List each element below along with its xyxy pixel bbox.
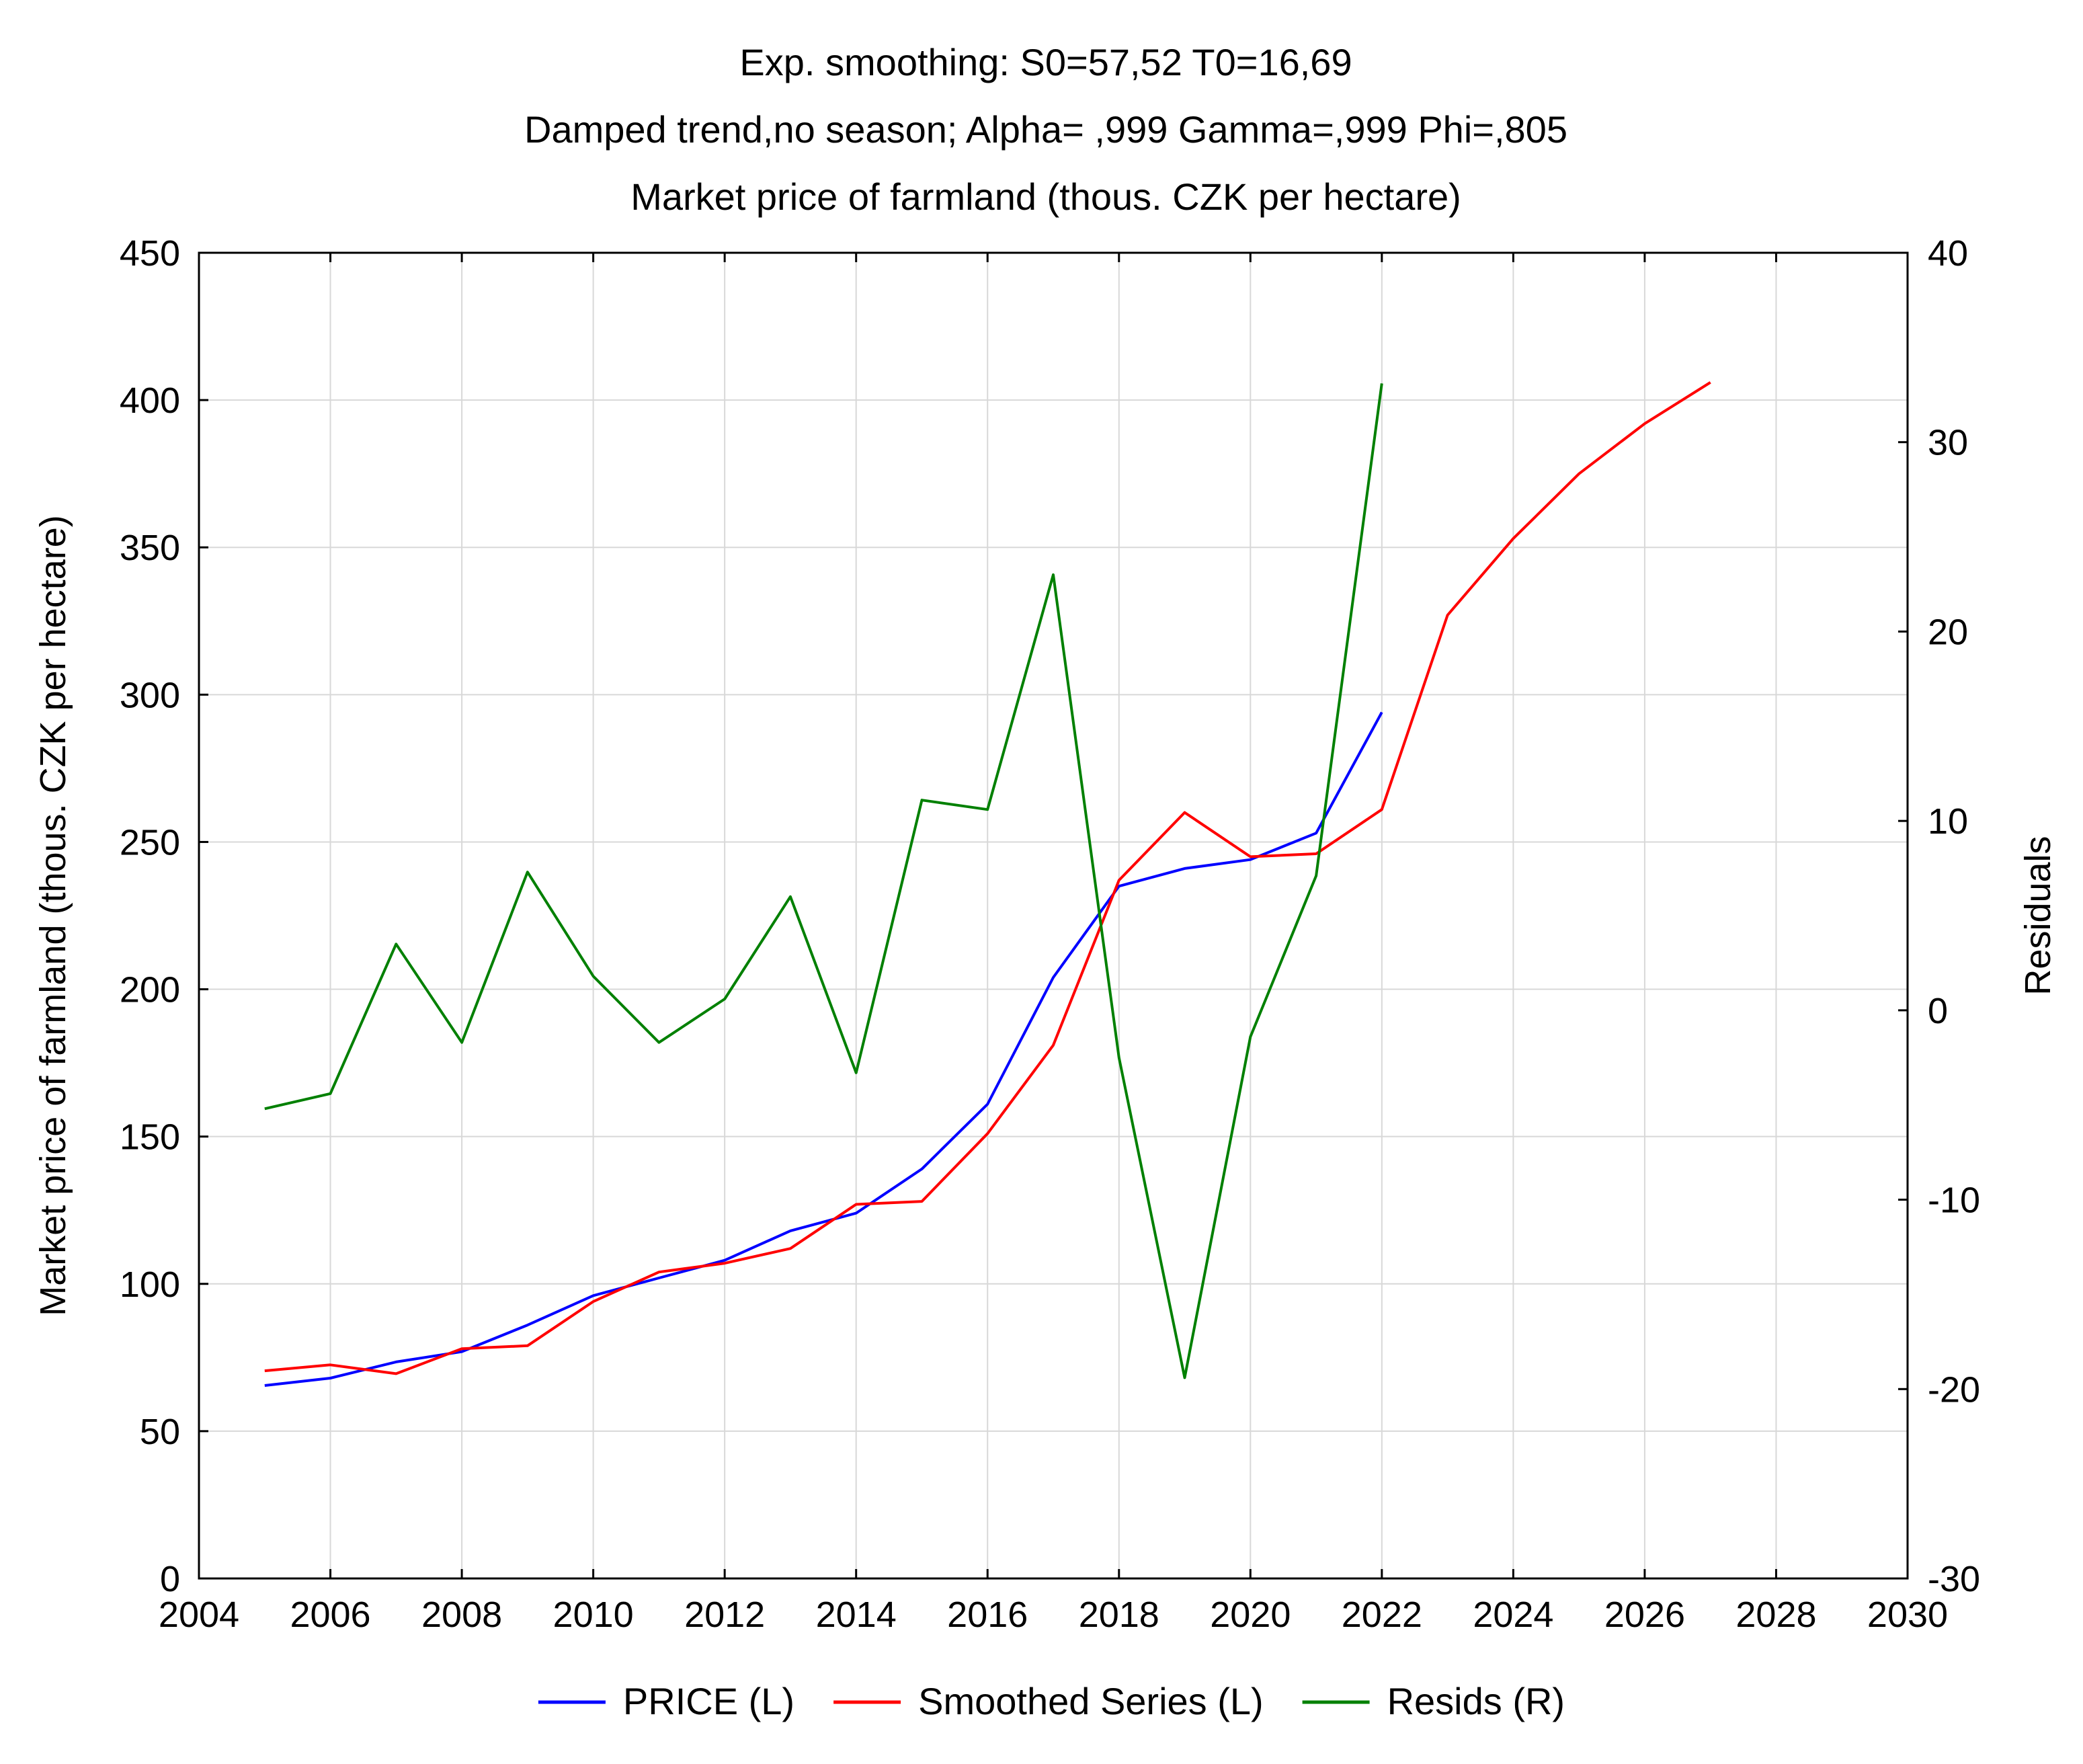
x-tick-label: 2026 <box>1604 1595 1685 1635</box>
y-left-tick-label: 300 <box>120 675 180 715</box>
legend-label: PRICE (L) <box>623 1680 794 1722</box>
title-line-3: Market price of farmland (thous. CZK per… <box>630 175 1461 218</box>
series-line-resids-r <box>264 383 1383 1379</box>
y-right-tick-label: 0 <box>1928 991 1948 1031</box>
legend: PRICE (L) Smoothed Series (L) Resids (R) <box>538 1680 1565 1722</box>
y-axis-left-label: Market price of farmland (thous. CZK per… <box>33 515 73 1316</box>
y-left-tick-label: 50 <box>140 1412 180 1452</box>
chart-title: Exp. smoothing: S0=57,52 T0=16,69 Damped… <box>524 41 1567 218</box>
title-line-2: Damped trend,no season; Alpha= ,999 Gamm… <box>524 108 1567 151</box>
x-tick-label: 2012 <box>684 1595 765 1635</box>
grid-lines <box>198 252 1908 1579</box>
y-left-tick-label: 0 <box>160 1559 180 1599</box>
y-left-tick-label: 350 <box>120 528 180 568</box>
legend-item: PRICE (L) <box>538 1680 794 1722</box>
axis-ticks <box>198 251 1909 1580</box>
x-tick-label: 2018 <box>1079 1595 1159 1635</box>
y-left-tick-label: 250 <box>120 822 180 863</box>
y-right-tick-label: 20 <box>1928 612 1968 652</box>
x-tick-label: 2016 <box>947 1595 1028 1635</box>
x-tick-label: 2010 <box>553 1595 634 1635</box>
title-line-1: Exp. smoothing: S0=57,52 T0=16,69 <box>739 41 1352 83</box>
legend-label: Smoothed Series (L) <box>918 1680 1264 1722</box>
series-lines <box>264 381 1711 1387</box>
y-left-tick-label: 100 <box>120 1265 180 1305</box>
series-line-price-l <box>264 711 1383 1387</box>
x-tick-label: 2008 <box>421 1595 502 1635</box>
x-tick-label: 2028 <box>1735 1595 1816 1635</box>
y-right-tick-label: 10 <box>1928 801 1968 842</box>
x-tick-label: 2022 <box>1342 1595 1422 1635</box>
x-tick-label: 2024 <box>1473 1595 1553 1635</box>
x-tick-label: 2014 <box>816 1595 897 1635</box>
y-right-tick-label: -10 <box>1928 1180 1980 1221</box>
y-right-tick-label: -20 <box>1928 1369 1980 1410</box>
x-tick-label: 2030 <box>1867 1595 1948 1635</box>
tick-labels: 2004 2006 2008 2010 2012 2014 2016 2018 2020 2022… <box>120 233 1980 1635</box>
x-tick-label: 2020 <box>1210 1595 1291 1635</box>
plot-frame <box>198 251 1909 1580</box>
y-right-tick-label: 30 <box>1928 423 1968 463</box>
y-axis-right-label: Residuals <box>2018 836 2058 995</box>
y-right-tick-label: -30 <box>1928 1559 1980 1599</box>
y-right-tick-label: 40 <box>1928 233 1968 274</box>
x-tick-label: 2004 <box>159 1595 239 1635</box>
y-left-tick-label: 200 <box>120 970 180 1010</box>
legend-item: Smoothed Series (L) <box>833 1680 1264 1722</box>
series-line-smoothed-series-l <box>264 381 1711 1375</box>
x-tick-label: 2006 <box>290 1595 370 1635</box>
legend-item: Resids (R) <box>1302 1680 1565 1722</box>
y-left-tick-label: 450 <box>120 233 180 274</box>
y-left-tick-label: 400 <box>120 380 180 421</box>
y-left-tick-label: 150 <box>120 1117 180 1158</box>
legend-label: Resids (R) <box>1387 1680 1565 1722</box>
